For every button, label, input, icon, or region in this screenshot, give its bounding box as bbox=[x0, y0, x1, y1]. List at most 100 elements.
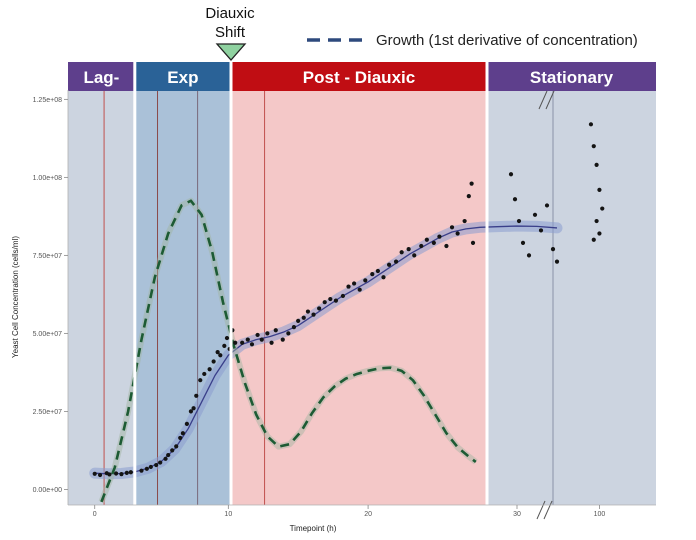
data-point-12 bbox=[158, 460, 163, 465]
data-point-63 bbox=[399, 250, 404, 255]
axes: 0.00e+00 2.50e+07 5.00e+07 7.50e+07 1.00e+08… bbox=[11, 90, 656, 533]
data-point-83 bbox=[538, 228, 544, 233]
data-point-33 bbox=[233, 340, 238, 345]
diauxic-shift-label-line1: Diauxic bbox=[205, 5, 255, 22]
data-point-22 bbox=[194, 393, 199, 398]
data-point-20 bbox=[188, 409, 194, 414]
y-tick-label-4: 1.00e+08 bbox=[33, 175, 62, 182]
legend-label: Growth (1st derivative of concentration) bbox=[376, 32, 638, 49]
data-point-92 bbox=[594, 218, 599, 224]
y-tick-label-3: 7.50e+07 bbox=[33, 253, 62, 260]
data-point-55 bbox=[352, 281, 357, 286]
data-point-86 bbox=[554, 259, 560, 264]
axis-break-slash-0 bbox=[538, 90, 548, 110]
data-point-48 bbox=[311, 312, 316, 317]
data-point-51 bbox=[328, 296, 333, 302]
data-point-56 bbox=[357, 287, 362, 292]
data-point-41 bbox=[273, 328, 278, 333]
diauxic-shift-label-line2: Shift bbox=[215, 24, 246, 41]
data-point-24 bbox=[202, 371, 207, 377]
data-point-69 bbox=[437, 234, 442, 239]
data-point-87 bbox=[588, 122, 594, 127]
data-point-53 bbox=[340, 293, 346, 299]
data-point-85 bbox=[550, 247, 556, 252]
axis-break-slash-1 bbox=[545, 90, 555, 110]
x-axis-title: Timepoint (h) bbox=[290, 524, 337, 533]
data-point-8 bbox=[139, 468, 144, 473]
data-point-54 bbox=[346, 284, 351, 289]
y-ticks: 0.00e+00 2.50e+07 5.00e+07 7.50e+07 1.00e+08… bbox=[33, 97, 68, 494]
axis-break-slash-3 bbox=[543, 500, 553, 520]
phase-header-3 bbox=[487, 62, 656, 91]
scatter-points-layer bbox=[92, 122, 605, 478]
data-point-40 bbox=[269, 340, 274, 345]
data-point-57 bbox=[363, 278, 368, 283]
phase-bg-2 bbox=[231, 90, 487, 505]
x-tick-label-0: 0 bbox=[93, 511, 97, 518]
data-point-18 bbox=[180, 431, 186, 436]
data-point-67 bbox=[424, 237, 429, 242]
data-point-6 bbox=[124, 470, 129, 475]
data-point-42 bbox=[280, 337, 285, 342]
data-point-21 bbox=[191, 406, 196, 411]
data-point-47 bbox=[305, 309, 311, 314]
phase-backgrounds bbox=[68, 90, 656, 505]
data-point-77 bbox=[508, 172, 514, 177]
data-point-34 bbox=[240, 340, 245, 345]
data-point-29 bbox=[222, 343, 227, 348]
x-tick-label-2: 20 bbox=[364, 511, 372, 518]
phase-headers: Lag- Exp Post - Diauxic Stationary bbox=[68, 62, 656, 505]
data-point-4 bbox=[113, 471, 119, 476]
data-point-58 bbox=[370, 271, 375, 277]
data-point-81 bbox=[526, 253, 532, 258]
data-point-45 bbox=[296, 318, 301, 324]
data-point-50 bbox=[322, 300, 327, 305]
data-point-15 bbox=[170, 448, 175, 453]
y-tick-label-5: 1.25e+08 bbox=[33, 97, 62, 104]
diauxic-shift-triangle-icon bbox=[215, 43, 247, 61]
phase-label-0: Lag- bbox=[83, 68, 119, 87]
data-point-59 bbox=[375, 268, 380, 274]
data-point-1 bbox=[97, 472, 103, 478]
data-point-36 bbox=[249, 342, 255, 347]
phase-header-2 bbox=[231, 62, 487, 91]
data-point-19 bbox=[184, 421, 190, 426]
x-tick-label-3: 30 bbox=[513, 511, 521, 518]
data-point-72 bbox=[455, 231, 460, 236]
data-point-16 bbox=[174, 444, 179, 449]
data-point-80 bbox=[520, 240, 526, 245]
data-point-10 bbox=[148, 464, 153, 470]
data-point-89 bbox=[594, 162, 599, 167]
data-point-27 bbox=[215, 350, 220, 355]
data-point-61 bbox=[386, 262, 392, 267]
y-tick-label-0: 0.00e+00 bbox=[33, 487, 62, 494]
data-point-25 bbox=[207, 367, 212, 372]
y-tick-label-2: 5.00e+07 bbox=[33, 331, 62, 338]
data-point-64 bbox=[406, 247, 411, 252]
phase-header-0 bbox=[68, 62, 135, 91]
data-point-38 bbox=[259, 337, 264, 342]
phase-label-1: Exp bbox=[167, 68, 198, 87]
x-tick-label-1: 10 bbox=[224, 511, 232, 518]
data-point-5 bbox=[119, 472, 124, 477]
data-point-65 bbox=[412, 253, 417, 258]
data-point-30 bbox=[224, 335, 230, 341]
data-point-68 bbox=[431, 240, 436, 245]
data-point-52 bbox=[333, 298, 339, 303]
data-point-76 bbox=[470, 240, 476, 245]
data-point-23 bbox=[198, 378, 203, 383]
data-point-26 bbox=[211, 359, 216, 364]
growth-derivative-layer bbox=[98, 197, 478, 503]
phase-bg-0 bbox=[68, 90, 135, 505]
phase-label-3: Stationary bbox=[530, 68, 614, 87]
phase-header-1 bbox=[134, 62, 231, 91]
data-point-88 bbox=[591, 144, 596, 149]
data-point-28 bbox=[218, 353, 223, 358]
data-point-0 bbox=[92, 471, 97, 476]
data-point-43 bbox=[286, 331, 291, 336]
data-point-62 bbox=[393, 259, 399, 264]
data-point-60 bbox=[381, 275, 386, 280]
data-point-93 bbox=[597, 231, 602, 236]
data-point-44 bbox=[291, 325, 297, 330]
